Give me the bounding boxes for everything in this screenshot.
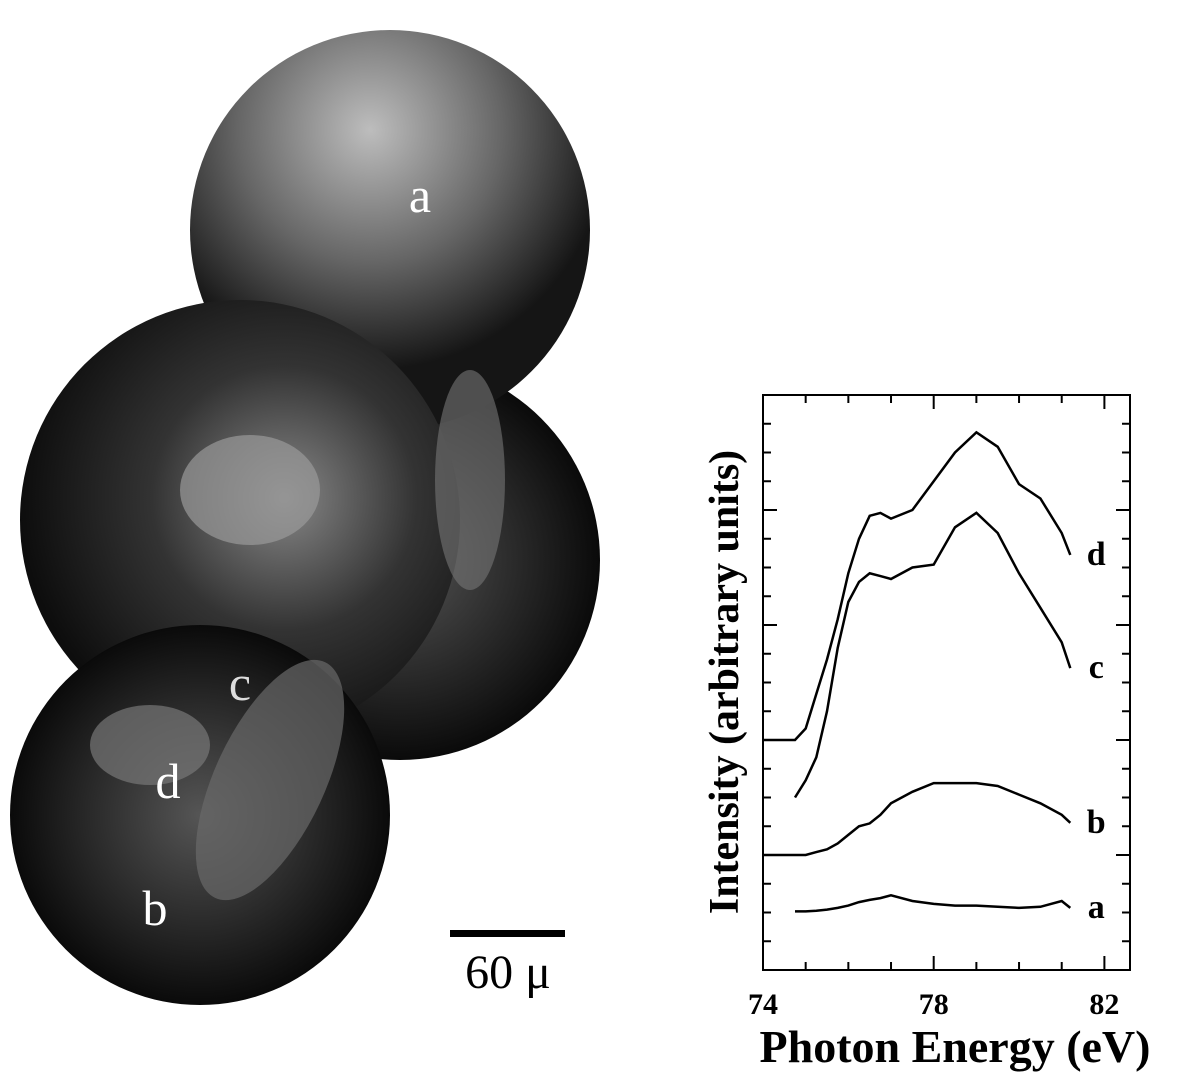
y-axis-label: Intensity (arbitrary units) (702, 450, 748, 914)
series-line (795, 894, 1072, 913)
image-label: a (409, 167, 431, 223)
series-label: b (1087, 804, 1106, 841)
micrograph (10, 30, 600, 1005)
image-label: b (143, 880, 168, 936)
plot-frame (762, 394, 1131, 971)
scale-bar-label: 60 μ (465, 946, 551, 999)
series-label: d (1087, 536, 1106, 573)
x-tick-label: 78 (919, 988, 949, 1021)
series-line (763, 430, 1072, 742)
image-label: d (156, 753, 181, 809)
x-tick-label: 82 (1089, 988, 1119, 1021)
series-label: a (1088, 889, 1105, 926)
x-tick-label: 74 (748, 988, 778, 1021)
series-label: c (1089, 649, 1104, 686)
series-line (793, 511, 1072, 799)
series-line (763, 781, 1072, 857)
image-label: c (229, 655, 251, 711)
x-axis-label: Photon Energy (eV) (760, 1021, 1151, 1072)
